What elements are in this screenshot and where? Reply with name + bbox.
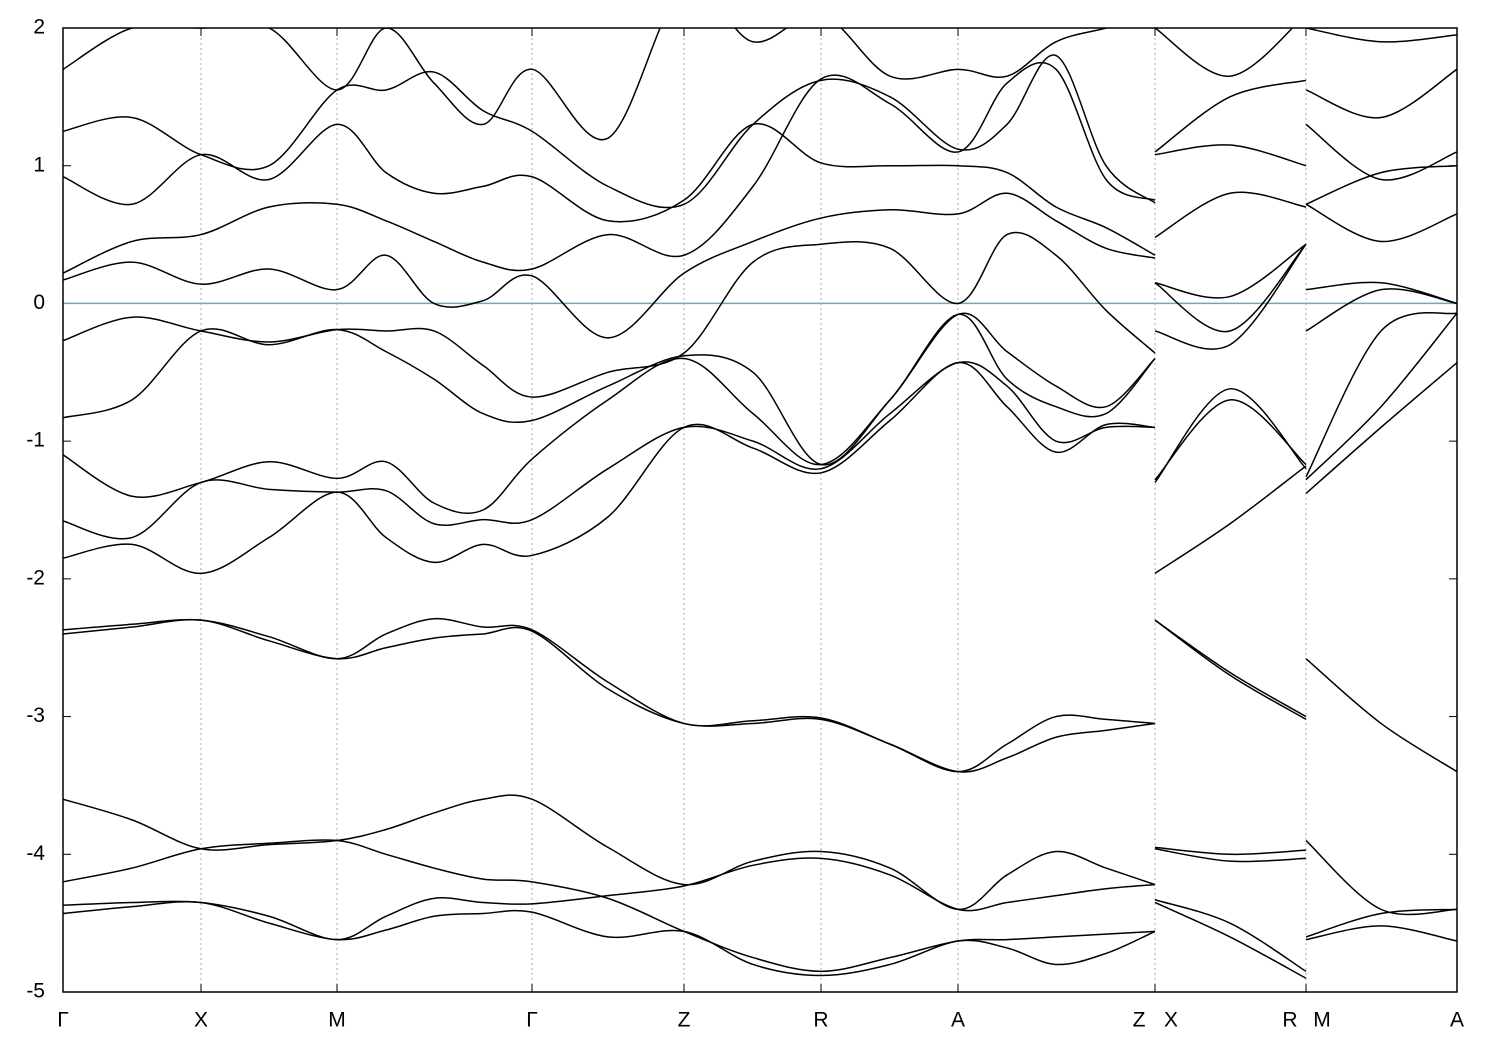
band-line <box>63 794 1307 911</box>
band-line <box>63 617 1307 773</box>
x-tick-label: X <box>1164 1009 1178 1032</box>
band-line <box>63 361 1457 575</box>
x-tick-label: A <box>1450 1009 1464 1032</box>
band-line <box>63 839 1457 973</box>
band-line <box>63 900 1457 979</box>
plot-frame <box>62 27 1458 993</box>
band-line <box>63 123 1457 256</box>
y-tick-label: 2 <box>33 16 45 39</box>
x-tick-label: Γ <box>526 1009 538 1032</box>
y-tick-label: 1 <box>33 153 45 176</box>
x-tick-label: Z <box>1133 1009 1146 1032</box>
x-tick-label: R <box>1282 1009 1297 1032</box>
y-tick-label: -5 <box>26 980 45 1003</box>
x-tick-label: Γ <box>57 1009 69 1032</box>
band-line <box>63 28 1457 141</box>
x-tick-label: X <box>194 1009 208 1032</box>
band-line <box>63 312 1457 514</box>
band-line <box>63 192 1457 339</box>
x-tick-label: Z <box>678 1009 691 1032</box>
band-line <box>63 54 1457 209</box>
band-line <box>63 61 1457 274</box>
band-line <box>63 231 1457 398</box>
x-tick-label: A <box>951 1009 965 1032</box>
band-line <box>63 857 1457 972</box>
y-tick-label: -3 <box>26 704 45 727</box>
y-tick-label: -2 <box>26 566 45 589</box>
y-tick-label: 0 <box>33 291 45 314</box>
y-tick-label: -4 <box>26 842 45 865</box>
x-tick-label: R <box>813 1009 828 1032</box>
x-tick-label: M <box>1313 1009 1331 1032</box>
y-tick-label: -1 <box>26 429 45 452</box>
x-tick-label: M <box>328 1009 346 1032</box>
